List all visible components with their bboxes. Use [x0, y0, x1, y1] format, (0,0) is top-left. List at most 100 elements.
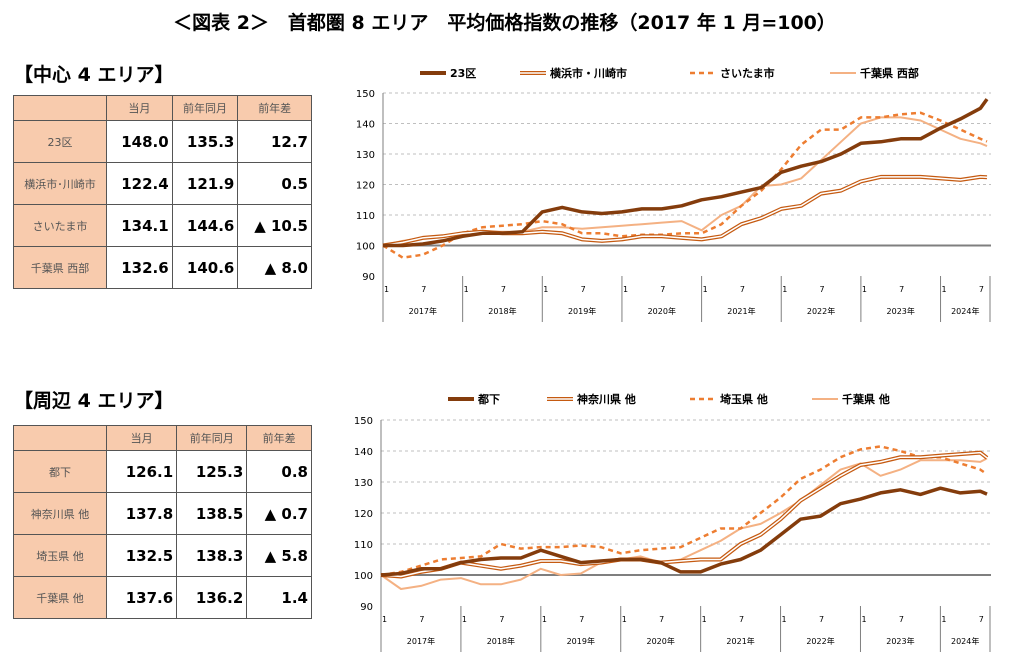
y-tick-label: 90	[360, 602, 373, 613]
prev-year-value: 138.3	[176, 534, 248, 577]
x-month-tick: 7	[579, 615, 584, 624]
prev-year-value: 136.2	[176, 576, 248, 619]
yoy-diff-value: ▲ 8.0	[237, 246, 312, 289]
x-year-label: 2020年	[647, 636, 675, 646]
x-month-tick: 7	[899, 285, 904, 294]
current-month-value: 126.1	[105, 450, 178, 493]
legend-label: 千葉県 他	[842, 392, 890, 406]
yoy-diff-value: 0.5	[237, 162, 312, 205]
legend-label: 千葉県 西部	[860, 66, 919, 80]
y-tick-label: 150	[354, 416, 373, 427]
figure-title: ＜図表 2＞ 首都圏 8 エリア 平均価格指数の推移（2017 年 1 月=10…	[173, 12, 836, 34]
x-month-tick: 7	[660, 285, 665, 294]
legend-label: 神奈川県 他	[577, 392, 636, 406]
y-tick-label: 110	[354, 540, 373, 551]
x-year-label: 2017年	[409, 306, 437, 316]
x-month-tick: 7	[419, 615, 424, 624]
x-month-tick: 1	[462, 615, 467, 624]
prev-year-value: 121.9	[171, 162, 239, 205]
header-cell	[13, 95, 107, 121]
legend-label: 横浜市・川崎市	[550, 66, 627, 80]
yoy-diff-value: ▲ 5.8	[246, 534, 312, 577]
current-month-value: 132.5	[105, 534, 178, 577]
y-tick-label: 140	[354, 447, 373, 458]
y-tick-label: 120	[354, 509, 373, 520]
x-month-tick: 1	[623, 285, 628, 294]
row-label: 都下	[13, 450, 107, 493]
header-cell: 前年差	[246, 425, 312, 451]
x-month-tick: 1	[861, 615, 866, 624]
x-month-tick: 7	[899, 615, 904, 624]
legend-label: 23区	[450, 67, 476, 80]
section-heading-central: 【中心 4 エリア】	[14, 64, 174, 86]
x-month-tick: 1	[782, 615, 787, 624]
x-year-label: 2020年	[648, 306, 676, 316]
x-month-tick: 1	[862, 285, 867, 294]
peripheral-table: 当月 前年同月 前年差 都下 126.1 125.3 0.8 神奈川県 他 137.8 13…	[13, 425, 312, 619]
table-row: 埼玉県 他 132.5 138.3 ▲ 5.8	[13, 534, 312, 577]
row-label: 横浜市･川崎市	[13, 162, 107, 205]
prev-year-value: 140.6	[171, 246, 239, 289]
x-year-label: 2018年	[487, 636, 515, 646]
table-row: 23区 148.0 135.3 12.7	[13, 120, 312, 163]
current-month-value: 137.8	[105, 492, 178, 535]
x-year-label: 2024年	[951, 636, 979, 646]
x-month-tick: 7	[501, 285, 506, 294]
header-cell: 前年同月	[171, 95, 239, 121]
x-month-tick: 7	[499, 615, 504, 624]
x-month-tick: 7	[979, 285, 984, 294]
chart-1: 90 100 110 120 130 140 150 1 7 2017年 1 7 2018年 1 7 2019…	[354, 392, 991, 652]
row-label: 千葉県 西部	[13, 246, 107, 289]
legend-label: 都下	[477, 392, 500, 406]
x-month-tick: 1	[622, 615, 627, 624]
prev-year-value: 144.6	[171, 204, 239, 247]
row-label: 埼玉県 他	[13, 534, 107, 577]
y-tick-label: 130	[356, 150, 375, 161]
x-year-label: 2022年	[807, 306, 835, 316]
x-month-tick: 1	[941, 615, 946, 624]
series-line-2	[380, 445, 988, 577]
row-label: さいたま市	[13, 204, 107, 247]
y-tick-label: 130	[354, 478, 373, 489]
y-tick-label: 120	[356, 181, 375, 192]
yoy-diff-value: 1.4	[246, 576, 312, 619]
yoy-diff-value: 0.8	[246, 450, 312, 493]
y-tick-label: 100	[354, 571, 373, 582]
x-month-tick: 7	[659, 615, 664, 624]
x-month-tick: 7	[739, 615, 744, 624]
row-label: 23区	[13, 120, 107, 163]
series-line-2	[382, 111, 988, 259]
yoy-diff-value: ▲ 10.5	[237, 204, 312, 247]
row-label: 神奈川県 他	[13, 492, 107, 535]
x-year-label: 2022年	[806, 636, 834, 646]
series-line-0	[383, 98, 989, 248]
x-month-tick: 1	[464, 285, 469, 294]
x-month-tick: 7	[421, 285, 426, 294]
x-month-tick: 1	[702, 615, 707, 624]
y-tick-label: 100	[356, 242, 375, 253]
yoy-diff-value: ▲ 0.7	[246, 492, 312, 535]
legend-label: 埼玉県 他	[720, 392, 768, 406]
legend-label: さいたま市	[720, 66, 775, 80]
x-month-tick: 7	[740, 285, 745, 294]
y-tick-label: 110	[356, 211, 375, 222]
x-month-tick: 1	[703, 285, 708, 294]
x-month-tick: 1	[543, 285, 548, 294]
header-cell: 当月	[106, 95, 173, 121]
y-tick-label: 90	[362, 272, 375, 283]
chart-0: 90 100 110 120 130 140 150 1 7 2017年 1 7 2018年 1 7 2019…	[356, 66, 991, 322]
series-line-3	[382, 116, 988, 247]
series-line-1-inner	[380, 451, 988, 578]
prev-year-value: 135.3	[171, 120, 239, 163]
table-row: さいたま市 134.1 144.6 ▲ 10.5	[13, 204, 312, 247]
x-year-label: 2021年	[727, 306, 755, 316]
x-year-label: 2019年	[568, 306, 596, 316]
row-label: 千葉県 他	[13, 576, 107, 619]
x-year-label: 2023年	[887, 306, 915, 316]
section-heading-peripheral: 【周辺 4 エリア】	[14, 390, 174, 412]
x-year-label: 2017年	[407, 636, 435, 646]
x-month-tick: 1	[384, 285, 389, 294]
table-header-row: 当月 前年同月 前年差	[13, 95, 312, 121]
